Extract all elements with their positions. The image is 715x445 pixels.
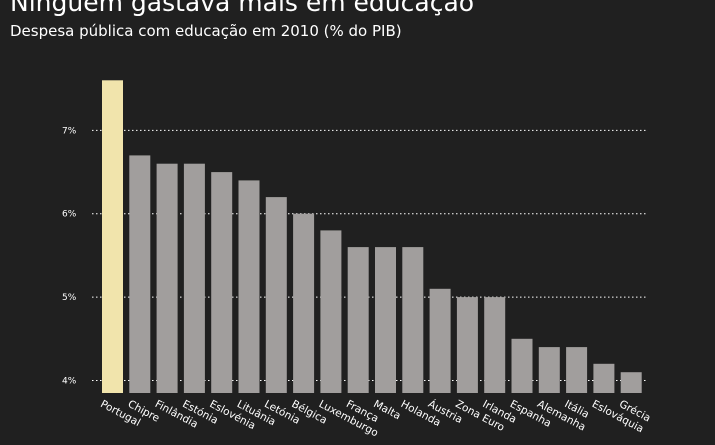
bar-eslováquia	[593, 363, 615, 393]
chart-title: Ninguém gastava mais em educação	[10, 0, 475, 17]
bar-áustria	[429, 288, 451, 393]
bar-chipre	[129, 155, 151, 393]
y-tick-label: 5%	[62, 293, 77, 303]
bar-eslovénia	[211, 172, 233, 393]
chart-subtitle: Despesa pública com educação em 2010 (% …	[10, 22, 402, 40]
bar-portugal	[102, 80, 123, 394]
y-tick-label: 6%	[62, 210, 77, 220]
y-tick-label: 4%	[62, 376, 77, 386]
bar-frança	[347, 247, 369, 393]
bar-holanda	[402, 247, 424, 393]
bar-alemanha	[538, 347, 560, 393]
bar-malta	[375, 247, 396, 393]
bar-luxemburgo	[320, 230, 342, 393]
bar-zona-euro	[456, 297, 478, 393]
bar-finlândia	[156, 163, 178, 393]
bar-grécia	[620, 372, 642, 393]
bar-lituânia	[238, 180, 260, 393]
bar-espanha	[511, 338, 533, 393]
y-tick-label: 7%	[62, 126, 77, 136]
bar-itália	[566, 347, 588, 393]
bar-estónia	[183, 163, 205, 393]
x-axis-labels: PortugalChipreFinlândiaEstóniaEslovéniaL…	[98, 397, 652, 439]
bar-irlanda	[484, 297, 506, 393]
bar-letónia	[265, 197, 287, 393]
bar-bélgica	[293, 213, 315, 393]
bars	[102, 80, 642, 394]
y-axis-ticks: 4% 5% 6% 7%	[62, 126, 77, 386]
